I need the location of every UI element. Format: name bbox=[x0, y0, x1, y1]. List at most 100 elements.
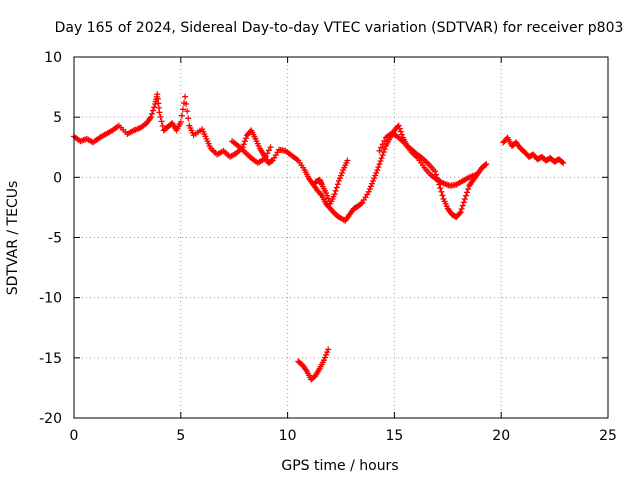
data-point bbox=[335, 177, 342, 184]
data-point bbox=[372, 172, 379, 179]
data-point bbox=[262, 153, 269, 160]
x-axis-label: GPS time / hours bbox=[281, 458, 398, 474]
data-point bbox=[464, 189, 471, 196]
data-point bbox=[324, 192, 331, 199]
data-point bbox=[150, 107, 157, 114]
data-point bbox=[483, 161, 490, 168]
y-tick-label: -15 bbox=[39, 351, 62, 367]
data-point bbox=[395, 122, 402, 129]
data-point bbox=[261, 156, 268, 163]
data-point bbox=[380, 149, 387, 156]
data-point bbox=[324, 349, 331, 356]
data-point bbox=[365, 188, 372, 195]
data-point bbox=[242, 135, 249, 142]
data-point bbox=[459, 202, 466, 209]
data-point bbox=[381, 146, 388, 153]
data-point bbox=[323, 189, 330, 196]
data-point bbox=[358, 200, 365, 207]
data-point bbox=[366, 186, 373, 193]
axis-ticks: 0 5 10 15 20 25 10 5 0 -5 -10 -15 -20 bbox=[39, 50, 617, 444]
x-tick-label: 15 bbox=[385, 428, 403, 444]
data-point bbox=[381, 137, 388, 144]
x-tick-label: 25 bbox=[599, 428, 617, 444]
data-point bbox=[177, 118, 184, 125]
data-point bbox=[397, 128, 404, 135]
data-point bbox=[241, 138, 248, 145]
data-point bbox=[156, 109, 163, 116]
data-point bbox=[460, 199, 467, 206]
data-point bbox=[185, 115, 192, 122]
data-point bbox=[371, 175, 378, 182]
data-point bbox=[458, 205, 465, 212]
data-point bbox=[267, 144, 274, 151]
data-point bbox=[457, 209, 464, 216]
data-point bbox=[398, 131, 405, 138]
data-point bbox=[265, 147, 272, 154]
data-point bbox=[332, 187, 339, 194]
x-tick-label: 5 bbox=[176, 428, 185, 444]
data-point bbox=[559, 158, 566, 165]
y-tick-label: 0 bbox=[53, 170, 62, 186]
data-point bbox=[438, 188, 445, 195]
data-point bbox=[374, 167, 381, 174]
plot-frame bbox=[73, 56, 609, 419]
data-point bbox=[333, 184, 340, 191]
data-point bbox=[182, 93, 189, 100]
chart-title: Day 165 of 2024, Sidereal Day-to-day VTE… bbox=[55, 20, 624, 36]
data-point bbox=[437, 185, 444, 192]
data-point bbox=[377, 158, 384, 165]
data-point bbox=[321, 354, 328, 361]
data-point bbox=[183, 100, 190, 107]
data-point bbox=[317, 191, 324, 198]
data-point bbox=[370, 177, 377, 184]
data-point bbox=[376, 161, 383, 168]
data-point bbox=[158, 118, 165, 125]
y-tick-label: 5 bbox=[53, 110, 62, 126]
data-point bbox=[339, 169, 346, 176]
data-point bbox=[336, 175, 343, 182]
data-point bbox=[461, 195, 468, 202]
data-point bbox=[560, 159, 567, 166]
data-point bbox=[482, 161, 489, 168]
y-tick-label: -5 bbox=[48, 231, 62, 247]
data-point bbox=[465, 186, 472, 193]
data-point bbox=[378, 155, 385, 162]
data-point bbox=[240, 141, 247, 148]
data-point bbox=[184, 108, 191, 115]
data-point bbox=[367, 183, 374, 190]
data-point bbox=[375, 164, 382, 171]
x-tick-label: 0 bbox=[70, 428, 79, 444]
data-points bbox=[71, 91, 567, 383]
data-point bbox=[323, 351, 330, 358]
data-point bbox=[472, 171, 479, 178]
data-point bbox=[178, 112, 185, 119]
data-point bbox=[344, 157, 351, 164]
data-point bbox=[159, 122, 166, 129]
data-point bbox=[456, 210, 463, 217]
data-point bbox=[147, 114, 154, 121]
y-tick-label: 10 bbox=[44, 50, 62, 66]
data-point bbox=[264, 150, 271, 157]
y-axis-label: SDTVAR / TECUs bbox=[5, 181, 21, 296]
data-point bbox=[338, 172, 344, 179]
data-point bbox=[378, 144, 385, 151]
data-point bbox=[148, 110, 155, 117]
x-tick-label: 10 bbox=[279, 428, 297, 444]
data-point bbox=[334, 181, 341, 188]
data-point bbox=[368, 180, 375, 187]
data-point bbox=[157, 113, 164, 120]
x-tick-label: 20 bbox=[492, 428, 510, 444]
data-point bbox=[396, 125, 403, 132]
data-point bbox=[379, 152, 386, 159]
data-point bbox=[431, 168, 438, 175]
data-point bbox=[462, 192, 469, 199]
data-point bbox=[325, 346, 332, 353]
data-point bbox=[179, 106, 186, 113]
data-point bbox=[376, 147, 383, 154]
data-point bbox=[379, 141, 386, 148]
data-point bbox=[439, 192, 446, 199]
y-tick-label: -10 bbox=[39, 291, 62, 307]
y-tick-label: -20 bbox=[39, 411, 62, 427]
data-point bbox=[331, 191, 338, 198]
